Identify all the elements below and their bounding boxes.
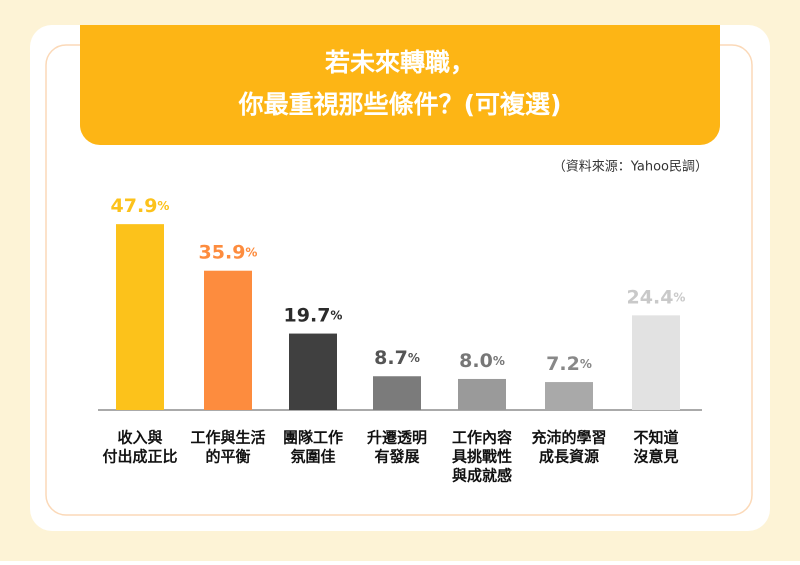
category-label: 成長資源 — [539, 448, 599, 466]
category-label: 與成就感 — [452, 467, 512, 485]
title-line: 若未來轉職， — [324, 48, 475, 77]
category-label: 升遷透明 — [367, 429, 427, 447]
category-label: 工作內容 — [452, 429, 512, 447]
value-label: 35.9% — [199, 241, 258, 263]
value-label: 7.2% — [546, 353, 592, 375]
category-label: 團隊工作 — [283, 429, 343, 447]
value-label: 8.7% — [374, 347, 420, 369]
bar — [289, 333, 337, 410]
bar — [632, 315, 680, 410]
title-line: 你最重視那些條件？(可複選) — [238, 90, 562, 119]
category-label: 具挑戰性 — [452, 448, 512, 466]
value-label: 8.0% — [459, 349, 505, 371]
category-label: 充沛的學習 — [531, 429, 606, 447]
category-label: 的平衡 — [205, 448, 250, 466]
value-label: 47.9% — [111, 195, 170, 217]
bar — [458, 378, 506, 410]
category-label: 有發展 — [374, 448, 419, 466]
bar — [204, 270, 252, 410]
category-label: 工作與生活 — [190, 429, 265, 447]
value-label: 24.4% — [627, 286, 686, 308]
category-label: 付出成正比 — [102, 448, 177, 466]
source: （資料來源：Yahoo民調） — [553, 160, 708, 175]
bar — [116, 224, 164, 410]
category-label: 收入與 — [117, 429, 162, 447]
value-label: 19.7% — [284, 304, 343, 326]
category-label: 沒意見 — [633, 448, 678, 466]
category-label: 不知道 — [633, 429, 678, 447]
title-banner — [80, 25, 720, 145]
bar — [373, 376, 421, 410]
category-label: 氛圍佳 — [290, 448, 335, 466]
bar — [545, 382, 593, 410]
